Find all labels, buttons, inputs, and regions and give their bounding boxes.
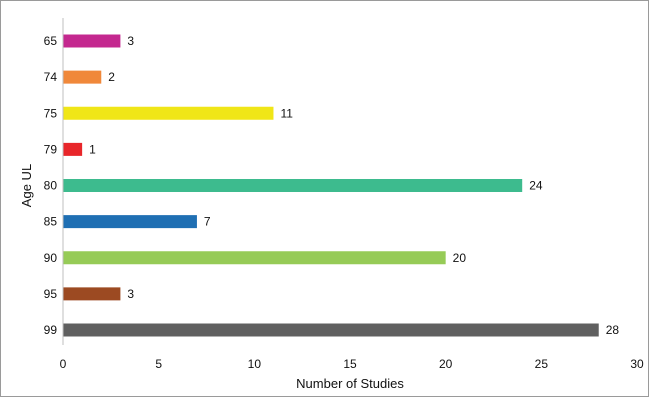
data-label-80: 24 — [529, 179, 543, 193]
data-label-65: 3 — [127, 34, 134, 48]
data-label-85: 7 — [204, 215, 211, 229]
x-tick-label-5: 5 — [155, 357, 162, 371]
data-label-90: 20 — [453, 251, 467, 265]
data-label-95: 3 — [127, 287, 134, 301]
data-label-99: 28 — [606, 323, 620, 337]
bar-75 — [63, 106, 274, 120]
y-tick-label-95: 95 — [44, 287, 58, 301]
y-tick-label-74: 74 — [44, 70, 58, 84]
bar-79 — [63, 142, 83, 156]
x-tick-label-0: 0 — [60, 357, 67, 371]
y-tick-label-79: 79 — [44, 142, 58, 156]
y-tick-label-90: 90 — [44, 251, 58, 265]
bar-65 — [63, 34, 121, 48]
y-tick-label-65: 65 — [44, 34, 58, 48]
y-tick-label-75: 75 — [44, 106, 58, 120]
x-axis-title: Number of Studies — [296, 376, 404, 391]
y-axis-title: Age UL — [19, 164, 34, 207]
bar-99 — [63, 323, 599, 337]
data-label-79: 1 — [89, 142, 96, 156]
bar-74 — [63, 70, 102, 84]
x-tick-label-10: 10 — [248, 357, 262, 371]
x-tick-label-20: 20 — [439, 357, 453, 371]
bar-80 — [63, 179, 523, 192]
y-tick-label-99: 99 — [44, 323, 58, 337]
y-tick-label-80: 80 — [44, 179, 58, 193]
y-tick-label-85: 85 — [44, 215, 58, 229]
x-tick-label-15: 15 — [343, 357, 357, 371]
bar-95 — [63, 287, 121, 301]
x-tick-label-25: 25 — [535, 357, 549, 371]
bar-90 — [63, 251, 446, 265]
bar-85 — [63, 215, 197, 229]
data-label-74: 2 — [108, 70, 115, 84]
x-tick-label-30: 30 — [630, 357, 644, 371]
data-label-75: 11 — [280, 106, 293, 120]
x-tick-labels: 0 5 10 15 20 25 30 — [60, 357, 644, 371]
y-tick-labels: 65 74 75 79 80 85 90 95 99 — [44, 34, 58, 337]
bars-group — [63, 34, 599, 337]
